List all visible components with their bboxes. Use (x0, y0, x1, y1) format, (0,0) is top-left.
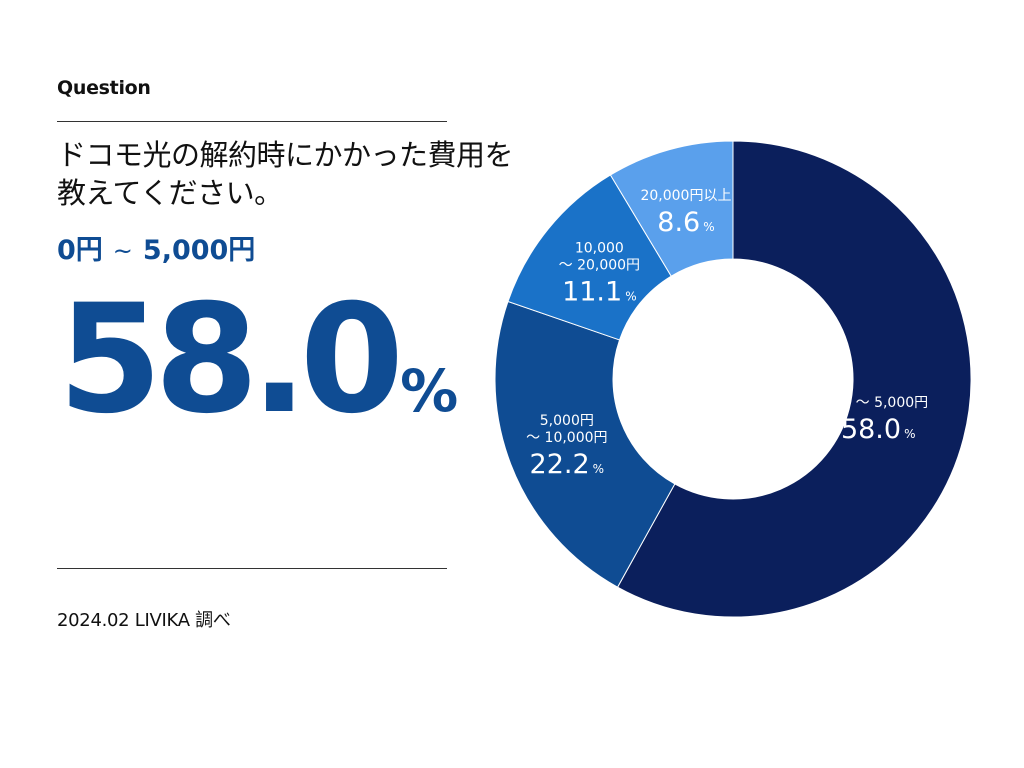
donut-slice-3 (609, 140, 734, 277)
highlight-percentage: 58.0% (58, 285, 458, 435)
slice-value-label: 22.2% (530, 449, 605, 480)
slice-category-label: 20,000円以上 (640, 188, 731, 204)
slice-label-3: 20,000円以上 8.6% (640, 188, 731, 238)
slice-label-2: 10,000～ 20,000円 11.1% (559, 241, 640, 308)
slice-label-0: 0円 ～ 5,000円 58.0% (828, 395, 928, 445)
highlight-value: 58.0 (58, 273, 404, 447)
question-text: ドコモ光の解約時にかかった費用を 教えてください。 (57, 136, 557, 212)
slice-category-label: ～ 20,000円 (559, 258, 640, 274)
question-line-1: ドコモ光の解約時にかかった費用を (57, 138, 514, 172)
answer-range-to: 5,000円 (142, 235, 256, 266)
source-note: 2024.02 LIVIKA 調べ (57, 610, 231, 631)
slice-category-label: 0円 ～ 5,000円 (828, 395, 928, 411)
donut-slice-0 (616, 140, 972, 618)
donut-slice-1 (494, 300, 676, 588)
question-label: Question (57, 77, 151, 99)
answer-range-separator: ~ (112, 237, 133, 265)
answer-range: 0円 ~5,000円 (57, 228, 255, 267)
question-line-2: 教えてください。 (57, 176, 283, 210)
slice-value-label: 58.0% (841, 414, 916, 445)
slice-category-label: 5,000円 (540, 413, 594, 429)
slice-value-label: 8.6% (657, 207, 714, 238)
top-divider (57, 121, 447, 122)
answer-range-from: 0円 (57, 235, 103, 266)
slice-value-label: 11.1% (562, 277, 637, 308)
slice-category-label: ～ 10,000円 (526, 430, 607, 446)
slice-label-1: 5,000円～ 10,000円 22.2% (526, 413, 607, 480)
highlight-unit: % (400, 357, 459, 425)
bottom-divider (57, 568, 447, 569)
slice-category-label: 10,000 (575, 241, 624, 257)
